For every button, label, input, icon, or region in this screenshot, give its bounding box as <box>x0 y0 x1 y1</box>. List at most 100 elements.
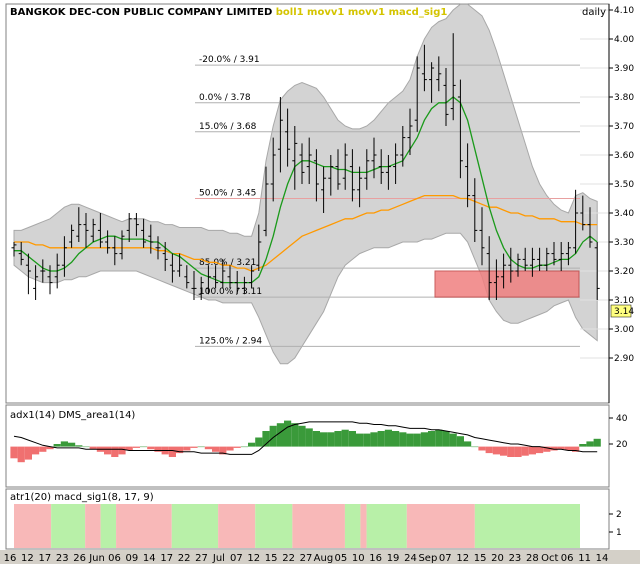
date-label: 05 <box>334 553 347 564</box>
price-bar <box>371 137 377 179</box>
adx-histogram-bar <box>456 436 464 447</box>
date-label: 07 <box>230 553 243 564</box>
price-bar <box>450 33 456 121</box>
price-bar <box>472 178 478 242</box>
price-bar <box>558 242 564 271</box>
price-axis-label: 3.30 <box>614 238 634 248</box>
price-bar <box>537 247 543 271</box>
macd-signal-region <box>85 504 101 548</box>
adx-histogram-bar <box>132 446 140 448</box>
chart-title: BANGKOK DEC-CON PUBLIC COMPANY LIMITED b… <box>10 7 447 18</box>
price-bar <box>148 224 154 254</box>
macd-signal-region <box>366 504 407 548</box>
fib-label: 0.0% / 3.78 <box>199 93 251 103</box>
macd-signal-region <box>171 504 219 548</box>
date-label: 12 <box>456 553 469 564</box>
price-bars <box>11 33 600 300</box>
adx-histogram-bar <box>262 431 270 447</box>
adx-axis-label: 40 <box>616 414 628 424</box>
adx-pane-title: adx1(14) DMS_area1(14) <box>10 410 135 421</box>
fib-label: 50.0% / 3.45 <box>199 189 256 199</box>
price-bar <box>465 143 471 208</box>
adx-histogram-bar <box>68 442 76 447</box>
last-price-badge <box>610 304 632 318</box>
adx-histogram-bar <box>543 446 551 452</box>
price-zone <box>434 270 580 298</box>
price-axis-label: 3.00 <box>614 325 634 335</box>
price-bar <box>501 253 507 289</box>
price-bar <box>234 271 240 295</box>
date-label: 14 <box>143 553 156 564</box>
last-price-label: 3.14 <box>614 307 634 317</box>
price-bar <box>306 137 312 184</box>
macd-pane-title: atr1(20) macd_sig1(8, 17, 9) <box>10 492 154 503</box>
price-bar <box>83 213 89 248</box>
price-bar <box>349 149 355 202</box>
adx-histogram-bar <box>399 432 407 447</box>
macd-signal-region <box>344 504 361 548</box>
adx-histogram-bar <box>327 432 335 447</box>
date-label: Jun <box>88 553 105 564</box>
price-bar <box>285 108 291 167</box>
price-bar <box>40 259 46 283</box>
price-axis-label: 3.10 <box>614 296 634 306</box>
price-bar <box>414 56 420 132</box>
date-label: 28 <box>526 553 539 564</box>
price-bar <box>54 253 60 289</box>
price-axis-label: 3.20 <box>614 267 634 277</box>
date-label: 06 <box>108 553 121 564</box>
date-label: 17 <box>160 553 173 564</box>
adx-histogram-bar <box>413 433 421 447</box>
adx-histogram-bar <box>428 431 436 447</box>
adx-histogram-bar <box>550 446 558 451</box>
price-bar <box>292 126 298 190</box>
price-bar <box>126 213 132 242</box>
price-bar <box>378 149 384 184</box>
macd-signal-region <box>218 504 256 548</box>
date-label: Oct <box>541 553 558 564</box>
price-bar <box>184 265 190 289</box>
price-bar <box>421 44 427 92</box>
date-label: 26 <box>73 553 86 564</box>
price-axis-label: 4.10 <box>614 6 634 16</box>
date-label: 10 <box>352 553 365 564</box>
adx-histogram-bar <box>420 432 428 447</box>
adx-histogram-bar <box>478 446 486 451</box>
price-bar <box>342 143 348 190</box>
date-label: 27 <box>195 553 208 564</box>
price-bar <box>191 271 197 300</box>
macd-axis-label: 2 <box>616 510 622 520</box>
price-bar <box>594 242 600 300</box>
timeframe-label: daily <box>582 7 606 18</box>
adx-histogram-bar <box>118 446 126 455</box>
price-bar <box>155 236 161 260</box>
adx-histogram-bar <box>204 446 212 450</box>
price-bar <box>335 149 341 190</box>
adx-histogram: 40 20 <box>10 414 628 463</box>
adx-histogram-bar <box>442 431 450 447</box>
price-bar <box>479 207 485 266</box>
price-axis-label: 3.40 <box>614 209 634 219</box>
adx-histogram-bar <box>46 446 54 450</box>
adx-histogram-bar <box>168 446 176 457</box>
price-bar <box>573 189 579 254</box>
adx-histogram-bar <box>176 446 184 454</box>
price-bar <box>587 207 593 248</box>
adx-histogram-bar <box>370 432 378 447</box>
fib-label: 15.0% / 3.68 <box>199 122 257 132</box>
fib-label: 85.0% / 3.21 <box>199 258 256 268</box>
adx-histogram-bar <box>320 432 328 447</box>
adx-histogram-bar <box>586 441 594 447</box>
date-label: 09 <box>126 553 139 564</box>
date-label: Sep <box>418 553 437 564</box>
adx-histogram-bar <box>564 446 572 451</box>
adx-histogram-bar <box>363 433 371 447</box>
price-bar <box>90 218 96 242</box>
adx-histogram-bar <box>406 433 414 447</box>
adx-histogram-bar <box>356 433 364 447</box>
fib-label: -20.0% / 3.91 <box>199 55 260 65</box>
price-bar <box>105 230 111 254</box>
adx-histogram-bar <box>154 446 162 452</box>
adx-histogram-bar <box>24 446 32 460</box>
price-bar <box>256 224 262 271</box>
